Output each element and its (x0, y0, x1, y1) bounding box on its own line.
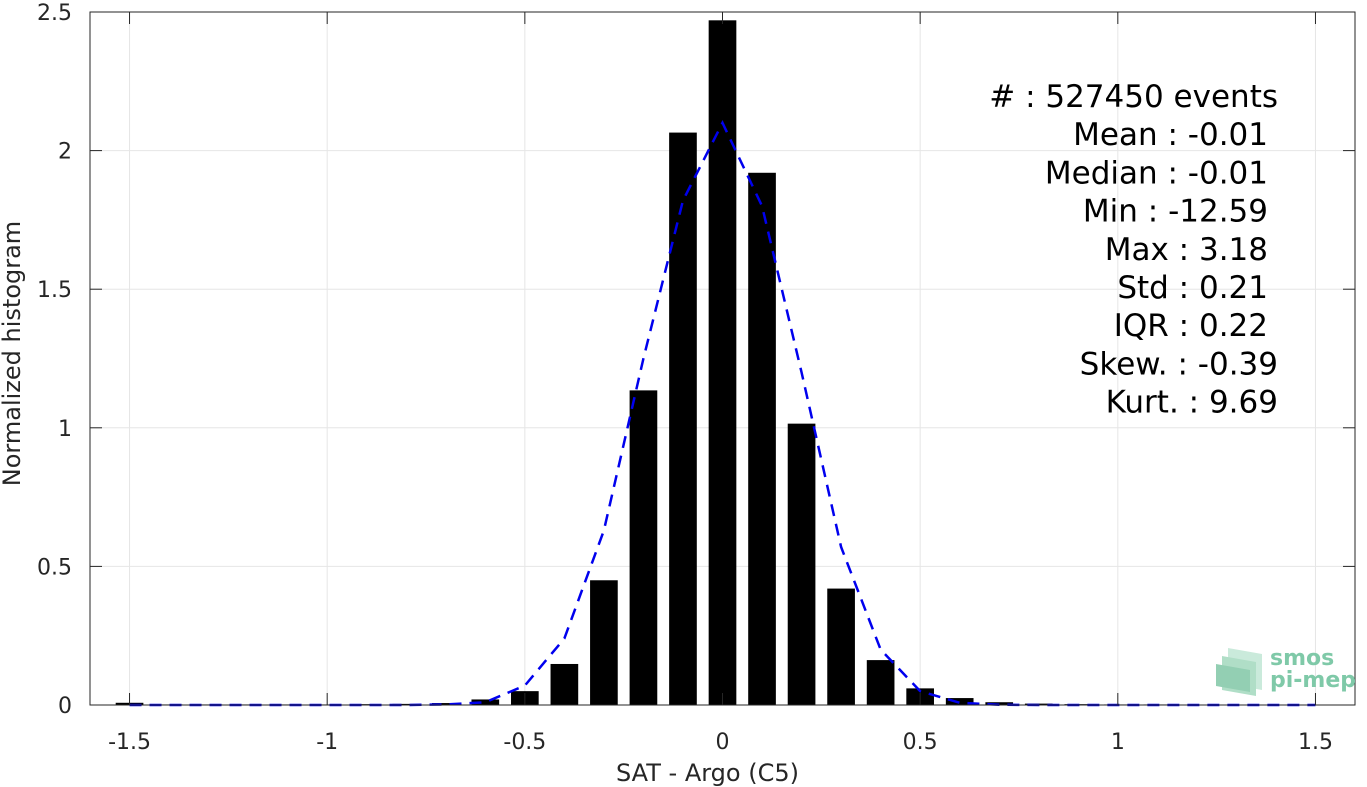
y-tick-label: 2.5 (37, 1, 72, 26)
histogram-bar (669, 132, 697, 705)
x-tick-label: -1 (316, 730, 338, 755)
stat-line: IQR : 0.22 (1114, 308, 1268, 344)
histogram-bar (748, 172, 776, 705)
x-axis-label: SAT - Argo (C5) (616, 759, 799, 787)
histogram-bar (392, 703, 421, 705)
histogram-bars (115, 20, 1330, 706)
y-tick-label: 0.5 (37, 555, 72, 580)
stat-line: Kurt. : 9.69 (1106, 385, 1278, 421)
axis-ticks (90, 11, 1355, 706)
x-tick-label: 1 (1111, 730, 1125, 755)
y-tick-label: 1.5 (37, 278, 72, 303)
stat-line: Mean : -0.01 (1073, 117, 1268, 153)
histogram-bar (629, 390, 658, 705)
y-tick-label: 2 (58, 140, 72, 165)
x-tick-label: 0 (716, 730, 730, 755)
stat-line: # : 527450 events (989, 79, 1278, 115)
y-axis-label: Normalized histogram (0, 221, 26, 486)
x-tick-label: 1.5 (1298, 730, 1333, 755)
histogram-bar (550, 663, 579, 705)
x-tick-label: -1.5 (108, 730, 151, 755)
histogram-bar (787, 423, 816, 705)
histogram-bar (827, 588, 855, 705)
y-tick-label: 1 (58, 417, 72, 442)
histogram-bar (866, 660, 895, 705)
x-tick-label: -0.5 (503, 730, 546, 755)
histogram-bar (471, 699, 500, 705)
logo-layers-icon (1216, 648, 1262, 696)
logo-text-line1: smos (1270, 646, 1334, 671)
x-tick-label: 0.5 (903, 730, 938, 755)
stat-line: Max : 3.18 (1105, 232, 1268, 268)
logo-text-line2: pi-mep (1270, 668, 1356, 693)
x-tick-labels: -1.5 -1 -0.5 0 0.5 1 1.5 (108, 730, 1333, 755)
smos-pi-mep-logo: smos pi-mep (1216, 646, 1356, 696)
y-tick-label: 0 (58, 694, 72, 719)
stat-line: Min : -12.59 (1083, 194, 1268, 230)
histogram-bar (590, 580, 618, 705)
stat-line: Std : 0.21 (1117, 270, 1268, 306)
histogram-bar (431, 703, 460, 705)
stat-line: Skew. : -0.39 (1080, 346, 1278, 382)
y-tick-labels: 0 0.5 1 1.5 2 2.5 (37, 1, 72, 719)
histogram-bar (708, 20, 737, 706)
stat-line: Median : -0.01 (1045, 155, 1268, 191)
